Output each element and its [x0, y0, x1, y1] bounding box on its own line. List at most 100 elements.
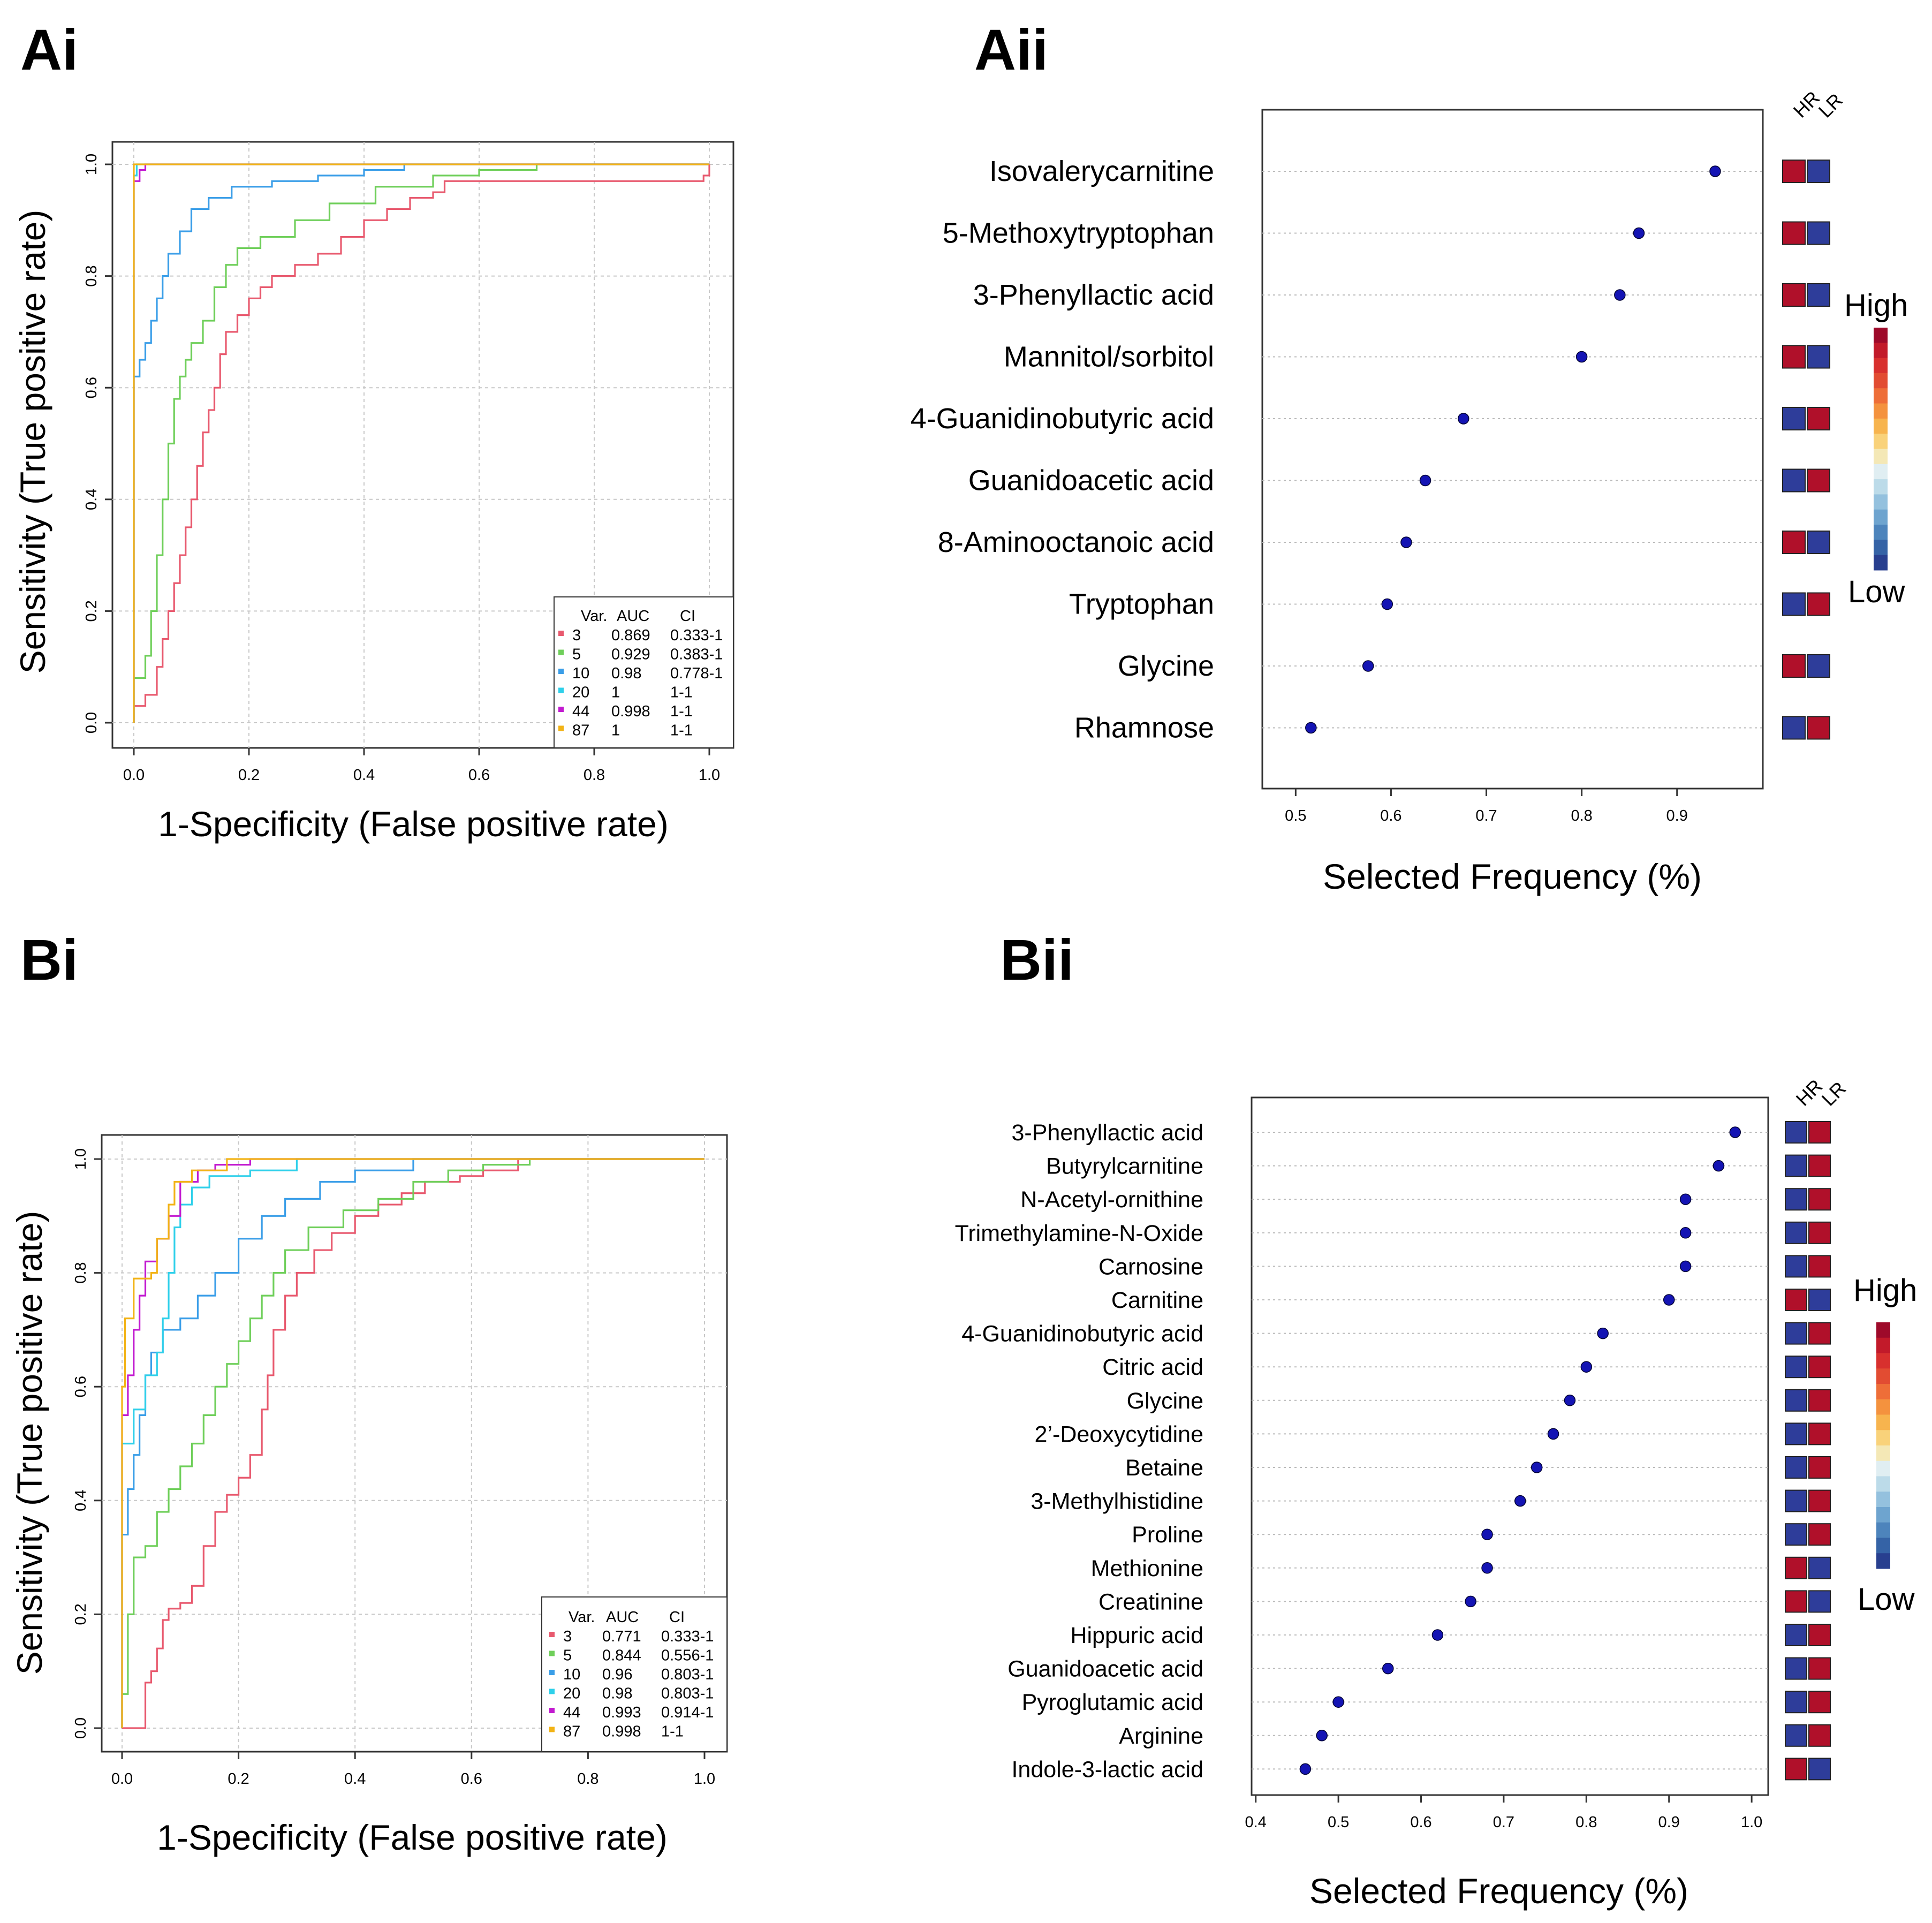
frequency-dot [1514, 1495, 1526, 1507]
legend-ci: 0.803-1 [661, 1666, 714, 1683]
feature-label: 8-Aminooctanoic acid [938, 526, 1214, 558]
color-scale-segment [1874, 464, 1888, 480]
color-scale-segment [1876, 1353, 1890, 1369]
y-tick-label: 0.0 [72, 1717, 89, 1739]
hr-level-box [1785, 1289, 1807, 1311]
lr-level-box [1807, 345, 1830, 369]
roc-chart-ai: 0.0 0.2 0.4 0.6 0.8 1.0 0.0 0.2 0.4 0.6 0.8 1.0 1-… [13, 141, 734, 844]
color-scale-segment [1876, 1492, 1890, 1508]
roc-ai-xlabel: 1-Specificity (False positive rate) [158, 804, 669, 844]
feature-label: 4-Guanidinobutyric acid [911, 403, 1214, 435]
frequency-dot [1729, 1126, 1741, 1138]
cond-lr-aii: LR [1814, 89, 1847, 122]
y-tick-label: 0.6 [72, 1376, 89, 1397]
color-scale-segment [1874, 479, 1888, 495]
lr-level-box [1807, 654, 1830, 678]
x-tick-label: 0.5 [1328, 1814, 1349, 1831]
legend-var: 87 [572, 722, 589, 739]
legend-ci: 0.333-1 [661, 1628, 714, 1645]
hr-level-box [1785, 1356, 1807, 1379]
frequency-dot [1679, 1227, 1692, 1239]
legend-header-var: Var. [581, 608, 607, 625]
frequency-chart-aii: Isovalerycarnitine 5-Methoxytryptophan 3-P… [911, 87, 1908, 896]
color-scale-segment [1876, 1476, 1890, 1492]
frequency-dot [1419, 474, 1431, 487]
x-tick-label: 0.8 [584, 767, 605, 784]
color-scale-segment [1874, 388, 1888, 404]
hr-level-box [1785, 1624, 1807, 1646]
x-tick-label: 0.7 [1475, 807, 1497, 824]
feature-label: Guanidoacetic acid [1007, 1656, 1203, 1682]
lr-level-box [1808, 1758, 1831, 1781]
freq-bii-frame [1251, 1096, 1769, 1796]
x-tick-label: 0.4 [353, 767, 375, 784]
feature-label: Guanidoacetic acid [968, 465, 1214, 497]
color-scale-segment [1874, 494, 1888, 510]
frequency-dot [1382, 1662, 1394, 1675]
lr-level-box [1808, 1590, 1831, 1613]
frequency-dot [1481, 1528, 1493, 1540]
frequency-dot [1316, 1730, 1328, 1742]
legend-ci: 0.383-1 [670, 646, 723, 663]
frequency-dot [1458, 413, 1469, 425]
x-tick-label: 0.2 [228, 1770, 249, 1788]
feature-label: Indole-3-lactic acid [1011, 1757, 1203, 1782]
legend-var: 44 [572, 703, 589, 720]
hr-level-box [1782, 654, 1806, 678]
x-tick-label: 0.6 [1410, 1814, 1431, 1831]
hr-level-box [1785, 1154, 1807, 1177]
legend-header-auc: AUC [617, 608, 649, 625]
roc-ai-frame [111, 141, 734, 749]
legend-var: 20 [572, 684, 589, 701]
legend-auc: 1 [611, 722, 620, 739]
legend-header-auc: AUC [606, 1609, 639, 1626]
legend-swatch [549, 1651, 555, 1656]
hr-level-box [1785, 1523, 1807, 1546]
legend-var: 87 [563, 1723, 580, 1740]
roc-curve-var-10 [133, 163, 709, 723]
scale-low-bii: Low [1858, 1582, 1915, 1617]
color-scale-segment [1876, 1538, 1890, 1554]
freq-aii-xlabel: Selected Frequency (%) [1323, 857, 1702, 896]
color-scale-segment [1876, 1507, 1890, 1523]
frequency-chart-bii: 3-Phenyllactic acid Butyrylcarnitine N-Ace… [955, 1075, 1918, 1911]
frequency-dot [1400, 536, 1412, 548]
feature-label: 3-Phenyllactic acid [973, 279, 1214, 311]
lr-level-box [1808, 1489, 1831, 1512]
color-scale-segment [1874, 434, 1888, 449]
frequency-dot [1547, 1428, 1559, 1440]
legend-ci: 1-1 [670, 722, 693, 739]
roc-curve-var-10 [121, 1158, 704, 1728]
feature-label: Butyrylcarnitine [1046, 1154, 1203, 1179]
x-tick-label: 1.0 [699, 767, 720, 784]
color-scale-segment [1874, 358, 1888, 374]
feature-label: Creatinine [1098, 1589, 1203, 1615]
hr-level-box [1785, 1188, 1807, 1211]
feature-label: N-Acetyl-ornithine [1020, 1187, 1203, 1213]
roc-curve-var-87 [121, 1158, 704, 1728]
roc-curve-var-3 [122, 1158, 704, 1729]
feature-label: 3-Methylhistidine [1031, 1489, 1203, 1515]
panel-label-ai: Ai [20, 17, 78, 82]
feature-label: Glycine [1118, 650, 1214, 682]
lr-level-box [1807, 160, 1830, 183]
roc-chart-bi: 0.0 0.2 0.4 0.6 0.8 1.0 0.0 0.2 0.4 0.6 0.8 1.0 1-… [10, 1134, 728, 1857]
lr-level-box [1808, 1154, 1831, 1177]
legend-var: 5 [572, 646, 581, 663]
lr-level-box [1808, 1221, 1831, 1244]
hr-level-box [1785, 1590, 1807, 1613]
feature-label: Hippuric acid [1070, 1623, 1203, 1648]
color-scale-segment [1876, 1322, 1890, 1338]
hr-level-box [1785, 1657, 1807, 1680]
x-tick-label: 0.0 [111, 1770, 133, 1788]
legend-auc: 0.771 [602, 1628, 641, 1645]
legend-ci: 0.914-1 [661, 1704, 714, 1721]
lr-level-box [1808, 1422, 1831, 1445]
feature-label: Isovalerycarnitine [989, 155, 1214, 187]
lr-level-box [1807, 468, 1830, 493]
x-tick-label: 0.0 [123, 767, 145, 784]
color-scale-segment [1876, 1414, 1890, 1430]
legend-swatch [549, 1727, 555, 1732]
color-scale-bii [1876, 1322, 1890, 1569]
